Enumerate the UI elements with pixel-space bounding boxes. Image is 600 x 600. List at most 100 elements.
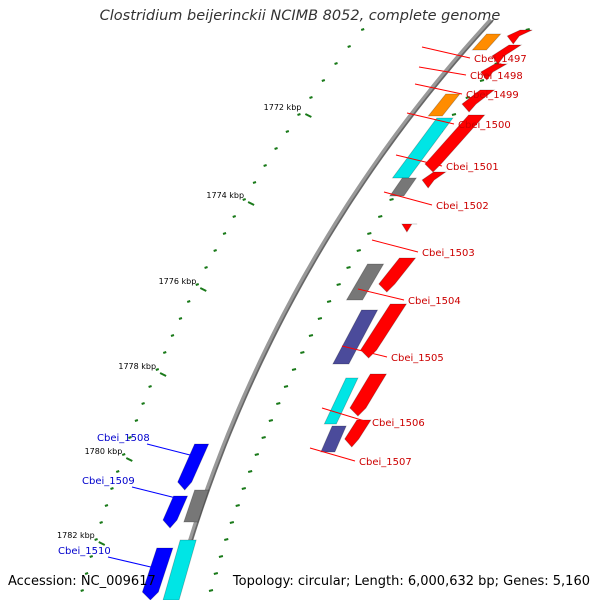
tick-mark: [347, 45, 351, 48]
gene-block: [480, 63, 509, 81]
gene-label: Cbei_1506: [372, 418, 425, 429]
scale-label: 1782 kbp: [57, 531, 95, 540]
tick-mark: [115, 470, 120, 473]
backbone-edge: [175, 19, 494, 597]
scale-label: 1776 kbp: [159, 277, 197, 286]
gene-block: [183, 489, 210, 523]
major-tick: [125, 457, 133, 462]
tick-mark: [378, 215, 383, 218]
tick-mark: [263, 164, 267, 167]
major-tick: [199, 287, 207, 292]
label-leader: [406, 112, 455, 125]
gene-block: [162, 539, 197, 600]
tick-mark: [170, 334, 175, 337]
tick-mark: [276, 402, 281, 405]
tick-mark: [252, 181, 257, 184]
tick-mark: [162, 351, 167, 354]
gene-block: [506, 29, 533, 45]
label-leader: [395, 154, 443, 167]
label-leader: [131, 486, 181, 500]
tick-mark: [321, 79, 326, 82]
gene-block: [177, 443, 210, 491]
label-leader: [321, 407, 369, 423]
tick-mark: [525, 28, 530, 31]
major-tick: [247, 201, 255, 206]
tick-mark: [121, 453, 126, 456]
gene-label: Cbei_1504: [408, 296, 461, 307]
tick-mark: [451, 113, 457, 116]
gene-label: Cbei_1507: [359, 457, 412, 468]
major-tick: [304, 113, 312, 118]
tick-mark: [360, 28, 365, 31]
tick-mark: [229, 521, 235, 524]
label-leader: [309, 447, 356, 462]
scale-label: 1772 kbp: [264, 103, 302, 112]
gene-block: [427, 93, 461, 117]
map-title: Clostridium beijerinckii NCIMB 8052, com…: [99, 8, 501, 24]
tick-mark: [283, 385, 289, 388]
gene-block: [162, 495, 189, 529]
tick-mark: [80, 589, 85, 592]
gene-block: [360, 303, 408, 359]
label-leader: [341, 345, 388, 358]
tick-mark: [141, 402, 145, 405]
tick-mark: [148, 385, 152, 388]
tick-mark: [367, 232, 372, 235]
major-tick: [98, 541, 106, 546]
gene-label: Cbei_1500: [458, 120, 511, 131]
tick-mark: [274, 147, 278, 150]
gene-label: Cbei_1505: [391, 353, 444, 364]
tick-mark: [308, 334, 314, 337]
tick-mark: [84, 572, 89, 575]
tick-mark: [178, 317, 183, 320]
label-leader: [414, 83, 463, 95]
tick-mark: [242, 198, 247, 201]
tick-mark: [334, 62, 338, 65]
label-leader: [421, 46, 471, 59]
tick-mark: [134, 419, 139, 422]
tick-mark: [110, 487, 114, 490]
tick-mark: [186, 300, 191, 303]
tick-mark: [261, 436, 266, 439]
label-leader: [418, 66, 467, 76]
tick-mark: [389, 198, 394, 201]
gene-label: Cbei_1501: [446, 162, 499, 173]
gene-label: Cbei_1499: [466, 90, 519, 101]
tick-mark: [300, 351, 305, 354]
tick-mark: [356, 249, 362, 252]
gene-block: [344, 419, 372, 448]
tick-mark: [213, 249, 217, 252]
gene-block: [320, 425, 347, 453]
tick-mark: [195, 283, 200, 286]
gene-label: Cbei_1502: [436, 201, 489, 212]
tick-mark: [235, 504, 240, 507]
tick-mark: [155, 368, 160, 371]
tick-mark: [99, 521, 103, 524]
gene-block: [345, 263, 385, 301]
tick-mark: [232, 215, 237, 218]
scale-label: 1780 kbp: [85, 447, 123, 456]
tick-mark: [297, 113, 301, 116]
genome-summary: Topology: circular; Length: 6,000,632 bp…: [232, 574, 590, 589]
gene-block: [421, 171, 447, 189]
major-tick: [159, 372, 167, 377]
tick-mark: [222, 232, 227, 235]
tick-mark: [285, 130, 290, 133]
gene-block: [471, 33, 502, 51]
tick-mark: [309, 96, 313, 99]
scale-label: 1774 kbp: [206, 191, 244, 200]
gene-label: Cbei_1503: [422, 248, 475, 259]
tick-mark: [317, 317, 323, 320]
tick-mark: [204, 266, 208, 269]
gene-block: [461, 89, 496, 113]
tick-mark: [208, 589, 214, 592]
gene-label: Cbei_1510: [58, 546, 111, 557]
scale-label: 1778 kbp: [118, 362, 156, 371]
tick-mark: [465, 96, 470, 99]
tick-mark: [336, 283, 341, 286]
tick-mark: [224, 538, 229, 541]
gene-label: Cbei_1497: [474, 54, 527, 65]
tick-mark: [213, 572, 219, 575]
tick-mark: [218, 555, 224, 558]
